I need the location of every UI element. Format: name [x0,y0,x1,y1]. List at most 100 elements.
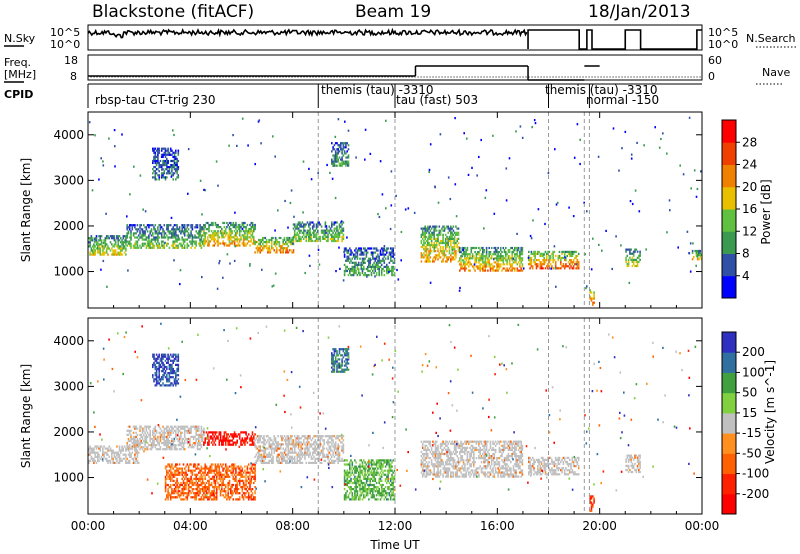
outlier [343,250,345,254]
cell-0 [104,243,107,246]
cell-3 [207,479,209,482]
cell-0 [122,247,125,250]
cell-5 [338,231,341,234]
cell-1 [162,442,164,445]
cell-3 [207,244,209,247]
cell-0 [97,249,99,252]
cell-4 [226,433,228,436]
cell-3 [172,492,174,495]
cell-0 [132,461,135,464]
cell-7 [352,253,355,256]
cell-1 [167,439,169,443]
cell-8 [438,233,441,236]
cell-3 [178,490,181,493]
power-ylabel: Slant Range [km] [19,158,33,262]
cell-3 [209,240,212,243]
outlier [249,263,251,266]
cell-0 [123,251,126,254]
cell-4 [219,437,222,440]
cell-3 [204,477,206,480]
cell-1 [199,234,201,237]
cell-8 [450,235,452,238]
cell-3 [238,473,241,476]
cell-8 [452,256,455,259]
cell-8 [438,229,441,232]
cell-1 [141,437,144,441]
cell-1 [149,425,151,428]
cell-13 [698,258,700,261]
cell-9 [494,257,497,260]
cell-3 [183,467,186,470]
cell-1 [200,238,203,241]
cell-8 [456,233,458,236]
cell-0 [99,251,102,254]
cell-3 [173,469,176,472]
cell-9 [497,246,499,250]
cell-3 [164,483,167,487]
cell-1 [166,226,168,229]
cell-9 [520,253,522,256]
outlier [543,253,545,257]
cell-2 [166,378,168,381]
cell-9 [505,257,507,260]
cell-6 [337,150,339,153]
cell-2 [173,382,176,385]
cell-1 [154,240,157,243]
outlier [668,199,671,202]
cell-1 [171,244,173,247]
cell-10 [571,261,574,264]
cell-3 [228,475,231,478]
cell-5 [299,237,301,240]
cell-7 [375,249,378,252]
cell-1 [191,446,194,449]
cell-3 [238,223,241,227]
cell-8 [448,227,451,230]
cell-3 [245,477,247,480]
cell-8 [433,248,435,251]
cell-0 [97,451,99,454]
cell-9 [516,269,519,272]
outlier [108,137,110,140]
cell-7 [365,255,368,258]
cell-2 [153,355,155,358]
cell-0 [123,247,126,250]
cell-0 [135,451,137,454]
outlier [550,267,552,270]
cell-2 [169,359,172,362]
cell-2 [169,384,172,387]
cell-1 [189,234,191,237]
cell-3 [250,490,253,493]
outlier [385,119,387,122]
cell-7 [379,253,382,256]
outlier [612,127,615,130]
cell-8 [439,256,442,259]
cell-7 [391,259,393,262]
cell-4 [236,441,238,444]
cell-10 [560,261,562,264]
outlier [434,186,436,189]
cell-1 [152,431,154,434]
cell-4 [256,251,259,254]
cell-1 [187,228,190,231]
cell-3 [227,481,229,485]
outlier [395,194,397,197]
cell-8 [427,237,429,240]
cell-3 [172,467,174,470]
cell-3 [213,490,215,493]
cell-3 [207,498,209,501]
cell-1 [155,429,158,432]
cell-5 [286,459,288,462]
cell-12 [636,264,639,268]
cell-9 [508,257,511,260]
cell-2 [157,161,159,165]
cell-5 [301,221,304,224]
cell-4 [260,249,263,252]
cell-8 [453,244,456,247]
cell-3 [244,232,246,235]
cell-8 [452,246,455,249]
cell-2 [173,155,176,158]
cell-8 [420,252,423,255]
cell-3 [251,471,254,474]
cell-3 [201,471,204,474]
cell-3 [244,230,246,233]
